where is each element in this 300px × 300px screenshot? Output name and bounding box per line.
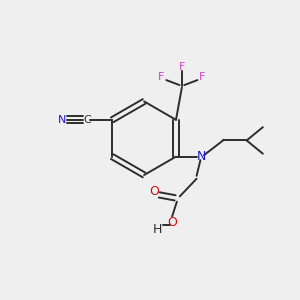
Text: F: F [199, 72, 206, 82]
Text: O: O [167, 216, 177, 229]
Text: F: F [179, 62, 185, 72]
Text: N: N [196, 150, 206, 163]
Text: O: O [149, 185, 159, 199]
Text: C: C [83, 115, 91, 125]
Text: F: F [158, 72, 164, 82]
Text: N: N [58, 115, 66, 125]
Text: H: H [153, 223, 162, 236]
